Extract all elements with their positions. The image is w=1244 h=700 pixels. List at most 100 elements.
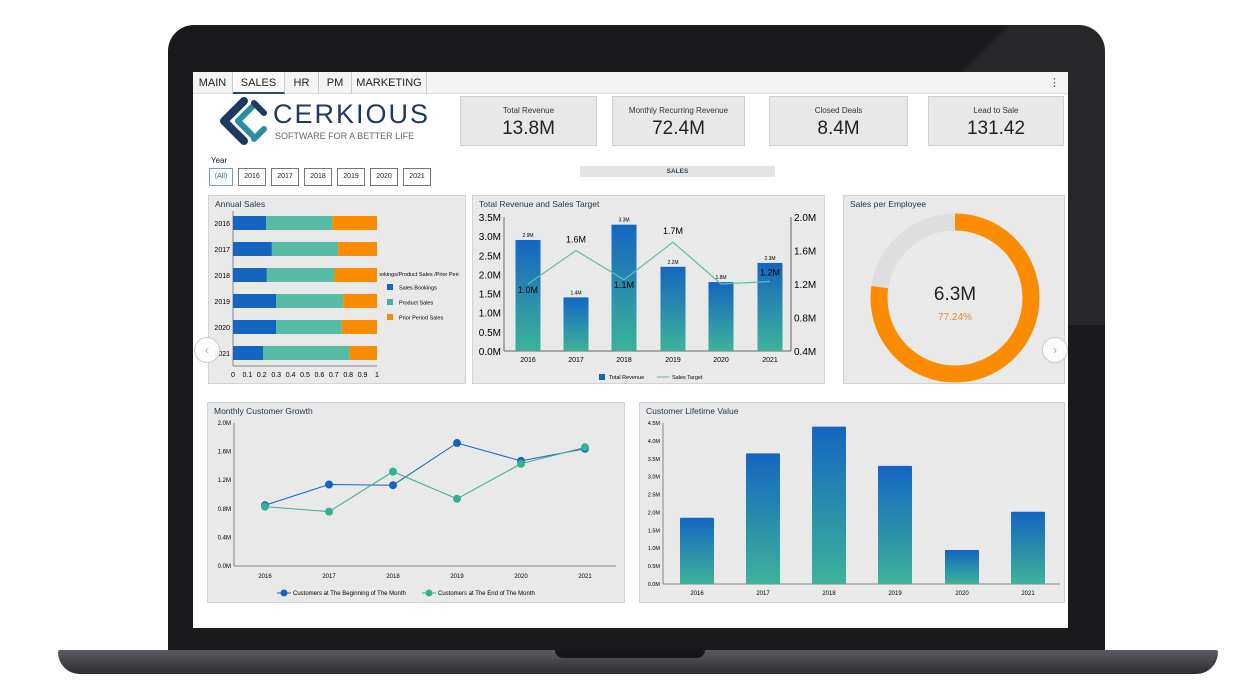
x-tick-label: 0.4 <box>286 372 296 379</box>
x-tick-label: 0 <box>231 372 235 379</box>
year-option-2019[interactable]: 2019 <box>337 168 365 186</box>
bar-prior-period-sales <box>343 294 377 308</box>
monthly-customer-growth-chart: 0.0M 0.4M 0.8M 1.2M 1.6M 2.0M 2016 2017 2018 2019… <box>218 421 616 597</box>
annual-sales-chart: 2016 2017 2018 2019 2020 2021 0 0.1 0.2 0.3 0.4 0.5… <box>214 211 459 379</box>
bar-data-label: 1.8M <box>715 275 726 281</box>
tab-bar: MAIN SALES HR PM MARKETING ⋮ <box>193 72 1068 94</box>
y-tick-label: 3.0M <box>648 475 661 481</box>
carousel-next-button[interactable]: › <box>1042 337 1068 363</box>
tab-hr[interactable]: HR <box>285 72 319 94</box>
donut-fill-arc <box>870 213 1040 383</box>
tab-pm[interactable]: PM <box>319 72 352 94</box>
bar-prior-period-sales <box>349 346 377 360</box>
legend-swatch-revenue <box>599 374 605 380</box>
x-tick-label: 2016 <box>520 357 536 364</box>
kpi-value: 8.4M <box>817 118 860 139</box>
bar-sales-bookings <box>233 216 267 230</box>
kpi-label: Total Revenue <box>502 106 555 115</box>
data-point <box>325 507 333 516</box>
clv-bar <box>746 453 780 584</box>
donut-value: 6.3M <box>933 284 977 305</box>
x-tick-label: 0.1 <box>243 372 253 379</box>
chart-title: Sales per Employee <box>850 199 927 209</box>
tab-marketing[interactable]: MARKETING <box>352 72 427 94</box>
bar-data-label: 3.3M <box>618 218 629 224</box>
right-tick-label: 1.2M <box>794 280 816 291</box>
tab-main[interactable]: MAIN <box>193 72 233 94</box>
legend-marker <box>280 589 288 597</box>
bar-prior-period-sales <box>334 268 377 282</box>
data-point <box>389 481 397 490</box>
legend-swatch <box>387 284 393 290</box>
revenue-bar <box>611 224 637 351</box>
chevron-left-icon: ‹ <box>205 343 209 357</box>
y-tick-label: 2016 <box>214 221 230 228</box>
customer-lifetime-value-panel: Customer Lifetime Value 0.0M 0.5M 1.0M 1.5M… <box>639 402 1065 603</box>
x-tick-label: 1 <box>375 372 379 379</box>
year-option-2020[interactable]: 2020 <box>370 168 398 186</box>
x-tick-label: 2021 <box>1021 591 1035 597</box>
customer-lifetime-value-chart: 0.0M 0.5M 1.0M 1.5M 2.0M 2.5M 3.0M 3.5M 4.0M 4.5M… <box>648 421 1060 597</box>
x-tick-label: 2018 <box>386 574 400 580</box>
x-tick-label: 2020 <box>713 357 729 364</box>
legend-label: Prior Period Sales <box>399 316 444 322</box>
x-tick-label: 0.2 <box>257 372 267 379</box>
kpi-label: Closed Deals <box>814 106 863 115</box>
bar-sales-bookings <box>233 294 277 308</box>
bar-product-sales <box>266 268 335 282</box>
line-data-label: 1.7M <box>663 226 683 236</box>
kpi-total-revenue: Total Revenue 13.8M <box>460 96 597 146</box>
line-data-label: 1.0M <box>518 285 538 295</box>
chart-title: Monthly Customer Growth <box>214 406 313 416</box>
x-tick-label: 2017 <box>756 591 770 597</box>
laptop-notch <box>555 650 705 658</box>
chevron-right-icon: › <box>1053 343 1057 357</box>
y-tick-label: 1.0M <box>648 546 661 552</box>
donut-percent: 77.24% <box>938 312 972 323</box>
x-tick-label: 2018 <box>616 357 632 364</box>
year-option-2016[interactable]: 2016 <box>238 168 266 186</box>
x-tick-label: 0.3 <box>271 372 281 379</box>
legend-swatch <box>387 314 393 320</box>
revenue-bar <box>515 239 541 351</box>
x-tick-label: 2019 <box>450 574 464 580</box>
data-point <box>261 502 269 511</box>
x-tick-label: 2019 <box>888 591 902 597</box>
year-option-all[interactable]: (All) <box>209 168 233 186</box>
bar-product-sales <box>266 216 333 230</box>
legend-label: Product Sales <box>399 301 433 307</box>
data-point <box>325 480 333 489</box>
right-tick-label: 2.0M <box>794 213 816 224</box>
x-tick-label: 2020 <box>514 574 528 580</box>
left-tick-label: 1.0M <box>479 309 501 320</box>
clv-bar <box>1011 511 1045 584</box>
data-point <box>581 443 589 452</box>
clv-bar <box>945 550 979 584</box>
logo: CERKIOUS SOFTWARE FOR A BETTER LIFE <box>218 97 443 147</box>
annual-sales-panel: Annual Sales 2016 2017 2018 2019 2020 2021 0 0.… <box>208 195 466 384</box>
legend-label: Customers at The Beginning of The Month <box>293 591 406 597</box>
clv-bar <box>812 426 846 584</box>
data-point <box>389 467 397 476</box>
bar-product-sales <box>263 346 350 360</box>
kpi-lead-to-sale: Lead to Sale 131.42 <box>928 96 1064 146</box>
kebab-vertical-icon[interactable]: ⋮ <box>1049 77 1060 89</box>
x-tick-label: 0.5 <box>300 372 310 379</box>
x-tick-label: 0.9 <box>358 372 368 379</box>
bar-product-sales <box>276 320 342 334</box>
year-filter-label: Year <box>211 156 228 165</box>
dashboard-screen: MAIN SALES HR PM MARKETING ⋮ CERKIOUS SO… <box>193 72 1068 628</box>
y-tick-label: 3.5M <box>648 457 661 463</box>
logo-name: CERKIOUS <box>273 99 431 129</box>
tab-sales[interactable]: SALES <box>233 72 285 94</box>
sales-per-employee-donut <box>870 213 1040 383</box>
year-option-2021[interactable]: 2021 <box>403 168 431 186</box>
year-option-2017[interactable]: 2017 <box>271 168 299 186</box>
sales-target-line <box>527 241 771 285</box>
y-tick-label: 4.0M <box>648 439 661 445</box>
y-tick-label: 0.0M <box>648 582 661 588</box>
year-option-2018[interactable]: 2018 <box>304 168 332 186</box>
carousel-prev-button[interactable]: ‹ <box>194 337 220 363</box>
y-tick-label: 1.2M <box>218 478 231 484</box>
bar-data-label: 2.2M <box>667 260 678 266</box>
